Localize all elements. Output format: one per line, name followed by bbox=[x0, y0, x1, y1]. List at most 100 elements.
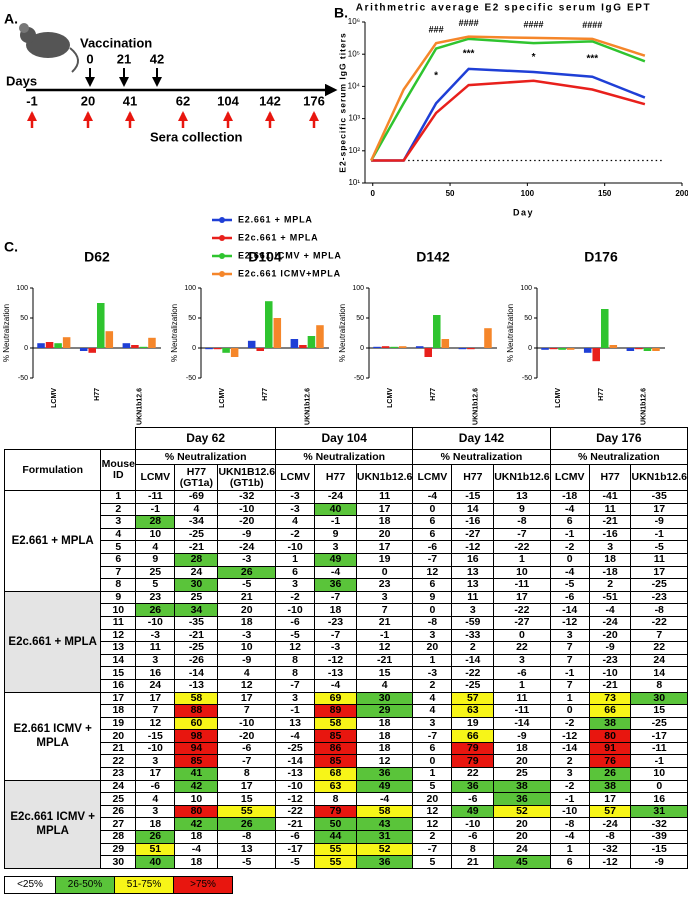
series-line bbox=[370, 35, 646, 162]
value-cell: -1 bbox=[549, 792, 590, 806]
value-cell: 7 bbox=[549, 641, 590, 655]
bar bbox=[458, 348, 467, 350]
value-cell: 17 bbox=[355, 540, 414, 554]
value-cell: 18 bbox=[493, 741, 551, 756]
measure-header: % Neutralization bbox=[135, 449, 277, 465]
value-cell: 26 bbox=[217, 565, 277, 580]
vaccination-day: 42 bbox=[150, 51, 164, 66]
value-cell: 6 bbox=[412, 527, 453, 542]
value-cell: 31 bbox=[355, 830, 414, 844]
value-cell: 10 bbox=[217, 641, 277, 655]
value-cell: 85 bbox=[314, 729, 357, 743]
column-header: UKN1b12.6 bbox=[493, 464, 551, 491]
y-tick-label: 10⁴ bbox=[348, 82, 361, 91]
bar bbox=[265, 301, 273, 348]
value-cell: 3 bbox=[135, 653, 176, 668]
value-cell: 3 bbox=[451, 603, 495, 617]
value-cell: 42 bbox=[174, 779, 219, 794]
value-cell: -13 bbox=[275, 767, 316, 781]
value-cell: -6 bbox=[275, 615, 316, 630]
value-cell: 3 bbox=[314, 540, 357, 554]
y-tick-label: 0 bbox=[24, 345, 28, 352]
value-cell: -21 bbox=[355, 653, 414, 668]
value-cell: -21 bbox=[588, 515, 632, 529]
bar bbox=[139, 346, 148, 348]
bar bbox=[79, 348, 88, 351]
annotation: #### bbox=[582, 20, 602, 30]
value-cell: -32 bbox=[217, 490, 277, 504]
column-header: H77 bbox=[588, 464, 632, 491]
mouse-id-cell: 25 bbox=[100, 792, 137, 806]
value-cell: 18 bbox=[314, 603, 357, 617]
value-cell: 3 bbox=[275, 578, 316, 592]
chart-title: D62 bbox=[84, 249, 110, 265]
bar bbox=[467, 348, 475, 350]
y-tick-label: 10² bbox=[348, 146, 360, 155]
value-cell: -10 bbox=[217, 502, 277, 517]
y-tick-label: 0 bbox=[360, 345, 364, 352]
blank-cell bbox=[5, 428, 136, 450]
mouse-id-cell: 5 bbox=[100, 540, 137, 554]
value-cell: -20 bbox=[217, 515, 277, 529]
formulation-cell: E2c.661 ICMV + MPLA bbox=[3, 779, 102, 869]
value-cell: -11 bbox=[493, 578, 551, 592]
neutralization-table: Day 62 Day 104 Day 142 Day 176 Formulation Mo… bbox=[3, 427, 688, 869]
value-cell: 13 bbox=[275, 716, 316, 731]
bar bbox=[609, 345, 618, 348]
bar bbox=[592, 348, 600, 362]
value-cell: 8 bbox=[275, 666, 316, 680]
value-cell: -22 bbox=[275, 804, 316, 819]
annotation: * bbox=[434, 71, 438, 82]
value-cell: 20 bbox=[412, 641, 453, 655]
value-cell: 30 bbox=[355, 691, 414, 706]
value-cell: -4 bbox=[549, 502, 590, 517]
legend-dot bbox=[219, 253, 225, 259]
value-cell: 1 bbox=[412, 767, 453, 781]
series-line bbox=[370, 37, 646, 162]
value-cell: -1 bbox=[630, 754, 688, 769]
value-cell: -8 bbox=[588, 830, 632, 844]
value-cell: -9 bbox=[630, 515, 688, 529]
data-row: 21 -10 94 -6 -25 86 18 6 79 18 -14 91 -11 bbox=[5, 741, 688, 756]
value-cell: 12 bbox=[217, 678, 277, 693]
value-cell: -6 bbox=[412, 540, 453, 554]
mouse-icon bbox=[19, 23, 79, 73]
value-cell: 18 bbox=[355, 716, 414, 731]
legend-item: <25% bbox=[4, 876, 56, 894]
value-cell: 29 bbox=[355, 704, 414, 718]
value-cell: -1 bbox=[135, 502, 176, 517]
header-row: LCMV H77 (GT1a) UKN1B12.6 (GT1b) LCMV H77 UKN… bbox=[5, 464, 688, 491]
value-cell: 15 bbox=[630, 704, 688, 718]
data-row: 11 -10 -35 18 -6 -23 21 -8 -59 -27 -12 -24 -22 bbox=[5, 615, 688, 630]
value-cell: -2 bbox=[549, 540, 590, 554]
value-cell: 26 bbox=[135, 603, 176, 617]
value-cell: 13 bbox=[493, 490, 551, 504]
value-cell: 9 bbox=[135, 552, 176, 567]
value-cell: -51 bbox=[588, 590, 632, 605]
bar bbox=[635, 348, 643, 350]
data-row: 2 -1 4 -10 -3 40 17 0 14 9 -4 11 17 bbox=[5, 502, 688, 517]
value-cell: 24 bbox=[630, 653, 688, 668]
value-cell: 24 bbox=[493, 842, 551, 857]
value-cell: 25 bbox=[174, 590, 219, 605]
mouse-header: Mouse ID bbox=[100, 449, 137, 491]
value-cell: 0 bbox=[549, 552, 590, 567]
value-cell: 5 bbox=[412, 855, 453, 869]
value-cell: -9 bbox=[217, 653, 277, 668]
x-tick-label: UKN1b12.6 bbox=[641, 388, 648, 425]
value-cell: -6 bbox=[549, 590, 590, 605]
value-cell: 49 bbox=[451, 804, 495, 819]
column-header: LCMV bbox=[412, 464, 453, 491]
bar bbox=[148, 337, 156, 348]
y-tick-label: 50 bbox=[524, 315, 532, 322]
value-cell: 2 bbox=[549, 754, 590, 769]
value-cell: -20 bbox=[588, 628, 632, 643]
value-cell: 86 bbox=[314, 741, 357, 756]
value-cell: -15 bbox=[135, 729, 176, 743]
value-cell: -14 bbox=[549, 603, 590, 617]
y-tick-label: 0 bbox=[192, 345, 196, 352]
value-cell: 12 bbox=[275, 641, 316, 655]
value-cell: -35 bbox=[174, 615, 219, 630]
data-row: 6 9 28 -3 1 49 19 -7 16 1 0 18 11 bbox=[5, 552, 688, 567]
mouse-id-cell: 4 bbox=[100, 527, 137, 542]
